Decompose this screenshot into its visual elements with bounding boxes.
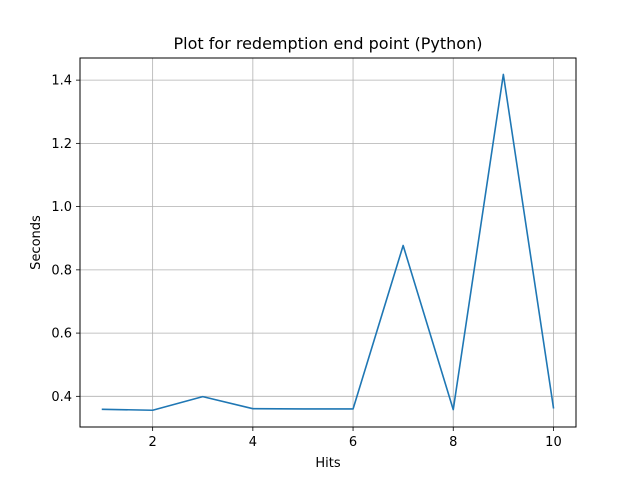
x-tick-label: 8 (449, 435, 457, 450)
y-tick-label: 0.8 (51, 263, 72, 278)
series-line (101, 73, 555, 412)
x-tick-label: 6 (349, 435, 357, 450)
x-axis-label: Hits (315, 456, 340, 471)
x-tick-label: 2 (149, 435, 157, 450)
series-layer (101, 73, 555, 412)
y-tick-label: 0.4 (51, 390, 72, 405)
plot-frame (79, 57, 577, 428)
y-axis-label: Seconds (29, 215, 44, 270)
x-tick-label: 10 (545, 435, 562, 450)
y-tick-label: 1.2 (51, 137, 72, 152)
y-tick-label: 1.0 (51, 200, 72, 215)
ticks: 2 4 6 8 10 0.4 0.6 0.8 1.0 1.2 1.4 (51, 74, 561, 450)
y-tick-label: 0.6 (51, 327, 72, 342)
y-tick-label: 1.4 (51, 74, 72, 89)
chart-title: Plot for redemption end point (Python) (174, 34, 483, 53)
x-tick-label: 4 (249, 435, 257, 450)
